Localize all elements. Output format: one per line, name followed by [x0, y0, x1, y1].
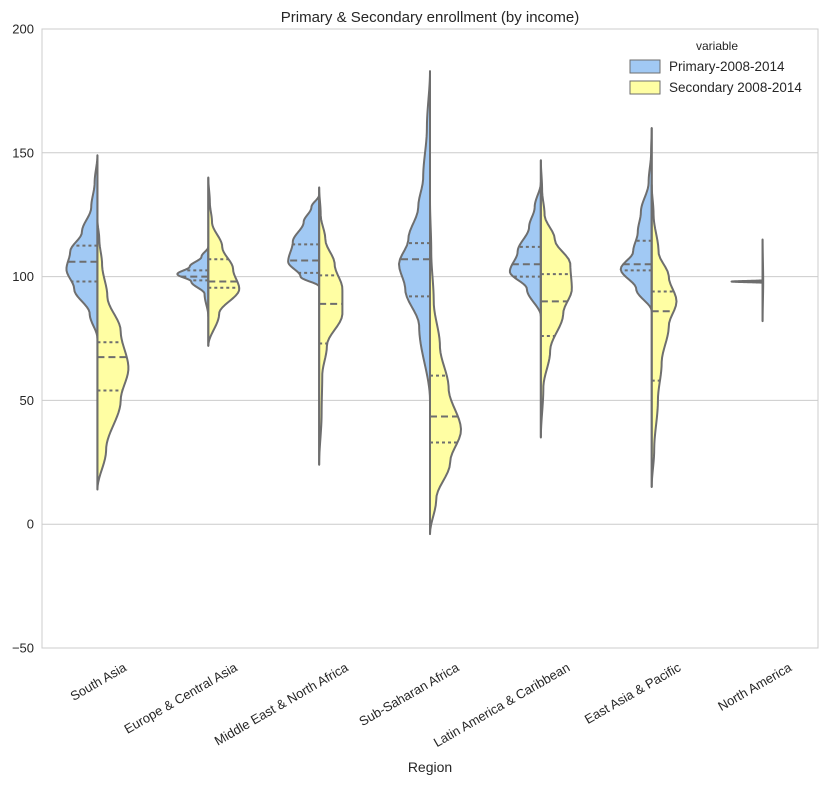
violin-half: [96, 218, 130, 491]
x-tick-label: East Asia & Pacific: [582, 659, 684, 726]
y-tick-label: −50: [12, 641, 34, 656]
violin-primary: [730, 279, 764, 284]
plot-frame: [41, 28, 819, 649]
x-axis-label: Region: [408, 759, 452, 775]
violin-half: [398, 70, 431, 402]
violin-half: [650, 183, 678, 489]
violin-secondary: [207, 176, 241, 347]
chart-title: Primary & Secondary enrollment (by incom…: [281, 9, 579, 26]
y-tick-label: 0: [27, 517, 34, 532]
legend-title: variable: [696, 39, 738, 53]
legend-label: Primary-2008-2014: [669, 59, 785, 74]
y-tick-label: 50: [20, 393, 34, 408]
violin-half: [539, 159, 573, 439]
x-tick-label: North America: [715, 659, 794, 714]
violin-secondary: [539, 159, 573, 439]
violin-primary: [176, 245, 210, 318]
violin-half: [318, 186, 344, 466]
violin-primary: [398, 70, 431, 402]
violin-primary: [508, 181, 542, 318]
violin-half: [429, 198, 462, 536]
legend-label: Secondary 2008-2014: [669, 80, 802, 95]
violin-half: [508, 181, 542, 318]
x-tick-label: South Asia: [68, 659, 130, 703]
violin-secondary: [318, 186, 344, 466]
violins: [65, 70, 765, 536]
x-tick-label: Europe & Central Asia: [122, 659, 241, 736]
x-tick-label: Sub-Saharan Africa: [356, 659, 462, 729]
violin-half: [287, 193, 321, 288]
violin-primary: [65, 154, 99, 340]
violin-secondary: [650, 183, 678, 489]
violin-half: [176, 245, 210, 318]
violin-half: [207, 176, 241, 347]
violin-secondary: [96, 218, 130, 491]
violin-half: [65, 154, 99, 340]
violin-half: [619, 127, 653, 313]
y-tick-label: 200: [12, 22, 34, 37]
y-axis-ticks: −50 0 50 100 150 200: [12, 22, 34, 656]
violin-secondary: [429, 198, 462, 536]
legend-swatch: [629, 59, 661, 74]
violin-primary: [619, 127, 653, 313]
y-tick-label: 150: [12, 145, 34, 160]
legend-swatch: [629, 80, 661, 95]
y-tick-label: 100: [12, 269, 34, 284]
violin-primary: [287, 193, 321, 288]
legend: variable Primary-2008-2014 Secondary 2008…: [629, 39, 802, 95]
